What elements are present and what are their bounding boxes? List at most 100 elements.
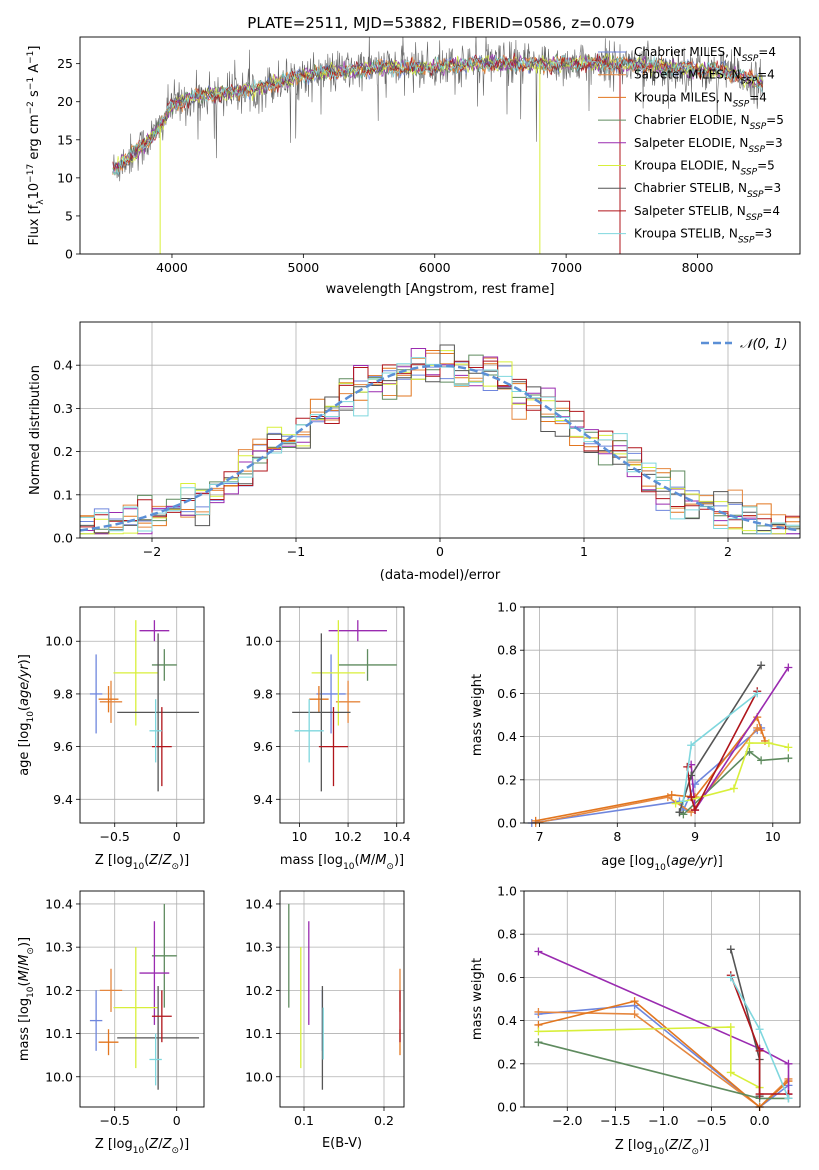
- y-tick-label: 10.4: [45, 896, 73, 911]
- weight-marker: [757, 756, 766, 765]
- weight-marker: [534, 1007, 543, 1016]
- y-tick-label: 10.0: [245, 1069, 273, 1084]
- age-vs-metallicity-chart: −0.5 0 9.4 9.6 9.8 10.0 Z [log10(Z/Z⊙)] age [lo…: [17, 606, 205, 872]
- weight-marker: [534, 947, 543, 956]
- y-tick-label: 0.6: [497, 686, 517, 701]
- data-point: [89, 990, 103, 1051]
- y-axis-label: Flux [fλ10−17 erg cm−2 s−1 A−1]: [26, 46, 46, 246]
- data-point: [113, 947, 159, 1069]
- y-tick-label: 0.1: [53, 487, 73, 502]
- x-axis-label: wavelength [Angstrom, rest frame]: [326, 282, 555, 297]
- x-tick-label: 0.1: [294, 1113, 314, 1128]
- weight-line: [538, 950, 790, 1094]
- data-point: [89, 654, 103, 734]
- y-tick-label: 10: [57, 170, 73, 185]
- plot-area: [80, 344, 800, 535]
- data-point: [318, 707, 349, 787]
- spectrum-model-line: [112, 53, 763, 176]
- plot-area: [288, 903, 401, 1090]
- data-point: [151, 707, 172, 787]
- weight-series: [531, 723, 766, 827]
- x-tick-label: 7000: [550, 260, 582, 275]
- x-tick-label: 8000: [682, 260, 714, 275]
- histogram-series: [80, 357, 800, 535]
- y-tick-label: 10.1: [245, 1026, 273, 1041]
- weight-marker: [534, 1038, 543, 1047]
- data-point: [113, 620, 159, 726]
- y-tick-label: 0.0: [497, 816, 517, 831]
- x-tick-label: 9: [691, 829, 699, 844]
- x-tick-label: 0.0: [750, 1113, 770, 1128]
- data-point: [311, 620, 366, 726]
- y-tick-label: 0.4: [497, 729, 517, 744]
- plot-area: [112, 37, 764, 254]
- weight-marker: [764, 739, 773, 748]
- weight-marker: [726, 1023, 735, 1032]
- x-axis-label: E(B-V): [322, 1136, 362, 1151]
- plot-area: [292, 620, 397, 792]
- legend-label: Salpeter STELIB, NSSP=4: [634, 204, 780, 223]
- legend: Chabrier MILES, NSSP=4 Salpeter MILES, NS…: [598, 45, 784, 246]
- x-axis-label: age [log10(age/yr)]: [601, 854, 723, 873]
- histograms: [80, 344, 800, 535]
- y-tick-label: 0.2: [497, 772, 517, 787]
- data-point: [338, 649, 397, 681]
- legend-label: Kroupa ELODIE, NSSP=5: [634, 159, 775, 178]
- y-tick-label: 1.0: [497, 884, 517, 899]
- data-point: [99, 680, 123, 723]
- legend-label: 𝒩(0, 1): [740, 337, 787, 352]
- data-point: [151, 990, 172, 1043]
- legend-label: Kroupa MILES, NSSP=4: [634, 90, 767, 109]
- weight-series: [671, 739, 793, 808]
- weight-marker: [755, 1046, 764, 1055]
- y-tick-label: 9.8: [53, 686, 73, 701]
- figure-title: PLATE=2511, MJD=53882, FIBERID=0586, z=0…: [247, 14, 634, 32]
- y-tick-label: 9.6: [53, 739, 73, 754]
- x-tick-label: 0: [173, 829, 181, 844]
- data-point: [151, 903, 177, 1008]
- y-tick-label: 0.0: [497, 1100, 517, 1115]
- y-tick-label: 20: [57, 94, 73, 109]
- legend-label: Chabrier STELIB, NSSP=3: [634, 181, 781, 200]
- y-axis-label: mass weight: [470, 674, 485, 756]
- spectrum-model-line: [112, 52, 763, 170]
- y-tick-label: 9.6: [253, 739, 273, 754]
- weight-line: [538, 1004, 789, 1109]
- x-tick-label: −0.5: [100, 829, 130, 844]
- weight-series: [675, 661, 766, 817]
- y-tick-label: 0.4: [497, 1013, 517, 1028]
- data-point: [151, 649, 177, 681]
- y-axis-label: mass weight: [470, 958, 485, 1040]
- y-tick-label: 9.8: [253, 686, 273, 701]
- weight-marker: [726, 973, 735, 982]
- axes-frame: [523, 606, 801, 824]
- x-tick-label: 0: [436, 544, 444, 559]
- mass-vs-metallicity-chart: −0.5 0 10.0 10.1 10.2 10.3 10.4 Z [log10(Z/Z⊙)]…: [17, 890, 205, 1156]
- y-tick-label: 0.4: [53, 358, 73, 373]
- x-axis-label: mass [log10(M/M⊙)]: [280, 853, 404, 872]
- y-tick-label: 9.4: [53, 792, 73, 807]
- y-tick-label: 0.6: [497, 970, 517, 985]
- axes-frame: [279, 890, 405, 1108]
- data-point: [99, 968, 123, 1012]
- y-tick-label: 10.3: [45, 940, 73, 955]
- axes-frame: [279, 606, 405, 824]
- weight-series: [683, 687, 762, 815]
- weight-marker: [630, 1010, 639, 1019]
- data-point: [335, 680, 361, 723]
- residuals-histogram: −2 −1 0 1 2 0.0 0.1 0.2 0.3 0.4 (data-model)/error…: [28, 321, 801, 583]
- axes-frame: [79, 890, 205, 1108]
- y-axis-label: age [log10(age/yr)]: [17, 654, 36, 776]
- x-tick-label: 5000: [287, 260, 319, 275]
- x-tick-label: −2: [143, 544, 161, 559]
- weight-marker: [534, 1027, 543, 1036]
- y-tick-label: 10.2: [45, 983, 73, 998]
- weight-marker: [784, 663, 793, 672]
- x-tick-label: 0.2: [374, 1113, 394, 1128]
- y-tick-label: 10.4: [245, 896, 273, 911]
- y-tick-label: 25: [57, 56, 73, 71]
- data-point: [98, 1029, 119, 1056]
- legend: 𝒩(0, 1): [701, 337, 787, 352]
- data-point: [117, 986, 200, 1090]
- normal-curve: [80, 364, 798, 532]
